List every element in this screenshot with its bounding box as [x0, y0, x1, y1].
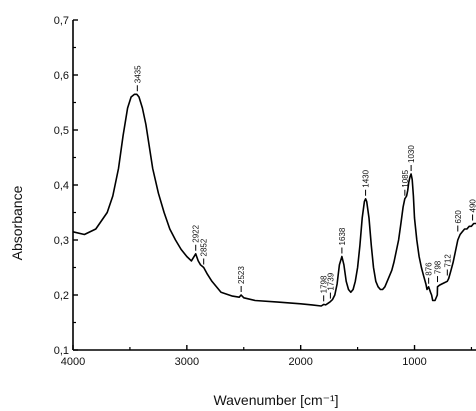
peak-label: 712 — [443, 254, 452, 268]
y-tick-label: 0,1 — [54, 345, 69, 357]
x-tick-label: 4000 — [61, 356, 85, 368]
peak-label: 798 — [434, 260, 443, 274]
y-tick-label: 0,4 — [54, 180, 69, 192]
y-tick-label: 0,2 — [54, 290, 69, 302]
peak-label: 876 — [425, 262, 434, 276]
y-ticks: 0,1 0,2 0,3 0,4 0,5 0,6 0,7 — [54, 15, 78, 357]
peak-label: 2523 — [237, 266, 246, 284]
y-tick-label: 0,3 — [54, 235, 69, 247]
y-tick-label: 0,5 — [54, 125, 69, 137]
y-axis-label: Absorbance — [9, 185, 25, 260]
peak-label: 620 — [454, 210, 463, 224]
x-tick-label: 2000 — [288, 356, 312, 368]
spectrum-line — [72, 93, 476, 307]
peak-label: 3435 — [133, 65, 142, 83]
x-ticks: 4000 3000 2000 1000 — [61, 345, 473, 368]
peak-label: 1085 — [401, 169, 410, 187]
peak-label: 2852 — [200, 238, 209, 256]
peak-label: 2922 — [192, 224, 201, 242]
peak-label: 1430 — [362, 169, 371, 187]
peak-label: 1638 — [338, 227, 347, 245]
x-tick-label: 3000 — [175, 356, 199, 368]
x-tick-label: 1000 — [402, 356, 426, 368]
peak-label: 1798 — [320, 275, 329, 293]
peak-label: 1739 — [326, 272, 335, 290]
peak-label: 490 — [469, 199, 476, 213]
y-tick-label: 0,7 — [54, 15, 69, 27]
x-axis-label: Wavenumber [cm⁻¹] — [213, 392, 338, 408]
peak-label: 1030 — [407, 145, 416, 163]
y-tick-label: 0,6 — [54, 70, 69, 82]
